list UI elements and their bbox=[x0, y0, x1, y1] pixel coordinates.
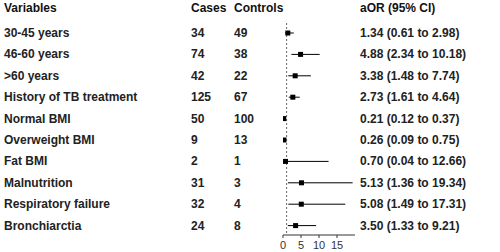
controls-value: 100 bbox=[234, 112, 254, 126]
confidence-interval bbox=[288, 182, 353, 183]
point-estimate bbox=[299, 180, 304, 185]
column-header: Controls bbox=[234, 1, 284, 15]
confidence-interval bbox=[288, 75, 311, 76]
confidence-interval bbox=[288, 204, 345, 205]
confidence-interval bbox=[288, 225, 316, 226]
point-estimate bbox=[283, 159, 288, 164]
controls-value: 67 bbox=[234, 90, 248, 104]
controls-value: 13 bbox=[234, 133, 248, 147]
row-label: Respiratory failure bbox=[4, 197, 110, 211]
row-label: >60 years bbox=[4, 69, 59, 83]
x-tick bbox=[283, 235, 284, 238]
cases-value: 125 bbox=[191, 90, 211, 104]
point-estimate bbox=[299, 202, 304, 207]
row-label: 30-45 years bbox=[4, 26, 70, 40]
column-header: Variables bbox=[4, 1, 57, 15]
x-tick-label: 10 bbox=[313, 239, 325, 251]
point-estimate bbox=[293, 223, 298, 228]
confidence-interval bbox=[283, 161, 328, 162]
cases-value: 32 bbox=[191, 197, 205, 211]
point-estimate bbox=[293, 73, 298, 78]
data-label: 0.26 (0.09 to 0.75) bbox=[360, 133, 459, 147]
x-tick bbox=[319, 235, 320, 238]
data-label: 4.88 (2.34 to 10.18) bbox=[360, 47, 466, 61]
row-label: Normal BMI bbox=[4, 112, 71, 126]
point-estimate bbox=[283, 138, 286, 143]
cases-value: 24 bbox=[191, 219, 205, 233]
point-estimate bbox=[290, 95, 295, 100]
data-label: 0.21 (0.12 to 0.37) bbox=[360, 112, 459, 126]
x-tick-label: 15 bbox=[331, 239, 343, 251]
data-label: 2.73 (1.61 to 4.64) bbox=[360, 90, 459, 104]
cases-value: 2 bbox=[191, 154, 198, 168]
cases-value: 34 bbox=[191, 26, 205, 40]
data-label: 5.08 (1.49 to 17.31) bbox=[360, 197, 466, 211]
row-label: Fat BMI bbox=[4, 154, 47, 168]
controls-value: 38 bbox=[234, 47, 248, 61]
marks bbox=[283, 31, 353, 229]
controls-value: 8 bbox=[234, 219, 241, 233]
row-label: Overweight BMI bbox=[4, 133, 95, 147]
x-tick-label: 5 bbox=[298, 239, 304, 251]
x-tick bbox=[337, 235, 338, 238]
cases-value: 74 bbox=[191, 47, 205, 61]
data-label: 0.70 (0.04 to 12.66) bbox=[360, 154, 466, 168]
confidence-interval bbox=[291, 54, 319, 55]
x-tick bbox=[301, 235, 302, 238]
reference-line bbox=[286, 23, 287, 235]
cases-value: 31 bbox=[191, 176, 205, 190]
row-label: 46-60 years bbox=[4, 47, 70, 61]
row-label: History of TB treatment bbox=[4, 90, 137, 104]
controls-value: 3 bbox=[234, 176, 241, 190]
forest-plot: Variables Cases Controls aOR (95% CI) 30-45 … bbox=[0, 0, 500, 252]
cases-value: 50 bbox=[191, 112, 205, 126]
controls-value: 4 bbox=[234, 197, 241, 211]
data-label: 3.50 (1.33 to 9.21) bbox=[360, 219, 459, 233]
cases-value: 42 bbox=[191, 69, 205, 83]
point-estimate bbox=[283, 116, 286, 121]
data-label: 1.34 (0.61 to 2.98) bbox=[360, 26, 459, 40]
point-estimate bbox=[298, 52, 303, 57]
controls-value: 1 bbox=[234, 154, 241, 168]
x-tick-label: 0 bbox=[280, 239, 286, 251]
point-estimate bbox=[285, 31, 290, 36]
column-header: Cases bbox=[191, 1, 227, 15]
data-label: 3.38 (1.48 to 7.74) bbox=[360, 69, 459, 83]
row-label: Bronchiarctia bbox=[4, 219, 82, 233]
cases-value: 9 bbox=[191, 133, 198, 147]
controls-value: 22 bbox=[234, 69, 248, 83]
row-label: Malnutrition bbox=[4, 176, 73, 190]
controls-value: 49 bbox=[234, 26, 248, 40]
column-header: aOR (95% CI) bbox=[360, 1, 435, 15]
data-label: 5.13 (1.36 to 19.34) bbox=[360, 176, 466, 190]
